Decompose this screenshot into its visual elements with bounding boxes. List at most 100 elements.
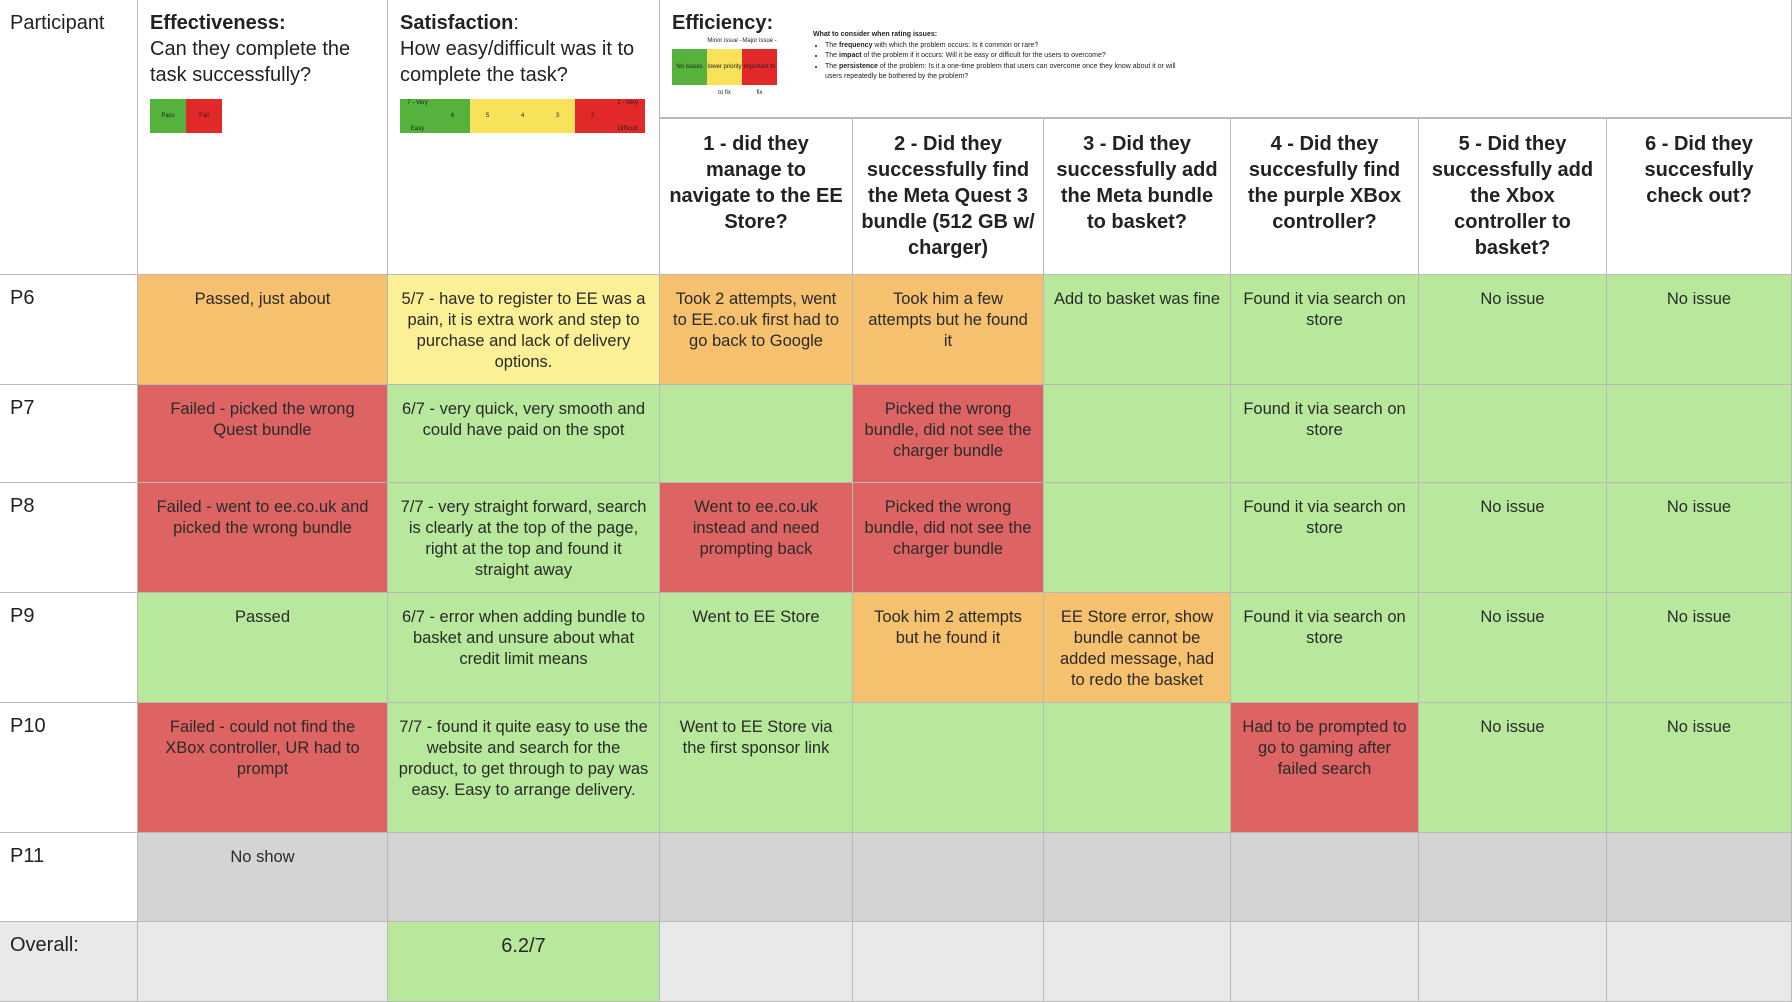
table-cell: [1607, 385, 1792, 483]
table-cell: [1231, 833, 1419, 922]
table-cell: No issue: [1607, 275, 1792, 385]
satisfaction-header: Satisfaction: How easy/difficult was it t…: [388, 0, 660, 275]
question-header-5: 5 - Did they successfully add the Xbox c…: [1419, 118, 1607, 275]
overall-label: Overall:: [0, 922, 138, 1002]
satisfaction-legend-item: 6: [435, 99, 470, 133]
table-cell: [660, 833, 853, 922]
table-cell: [1044, 833, 1231, 922]
overall-cell: [138, 922, 388, 1002]
overall-cell: [853, 922, 1044, 1002]
satisfaction-legend: 7 - Very Easy 6 5 4 3 2 1 - Very Difficult: [400, 99, 645, 133]
table-cell: Passed, just about: [138, 275, 388, 385]
table-cell: [660, 385, 853, 483]
table-cell: [1044, 385, 1231, 483]
table-cell: No issue: [1607, 593, 1792, 703]
table-cell: Went to ee.co.uk instead and need prompt…: [660, 483, 853, 593]
rating-note-keyword: persistence: [839, 62, 878, 70]
table-cell: No issue: [1607, 483, 1792, 593]
table-cell: [1044, 483, 1231, 593]
satisfaction-title: Satisfaction: [400, 12, 514, 34]
table-cell: [1419, 833, 1607, 922]
table-cell: 6/7 - very quick, very smooth and could …: [388, 385, 660, 483]
rating-notes-list: The frequency with which the problem occ…: [813, 41, 1193, 83]
question-header-1: 1 - did they manage to navigate to the E…: [660, 118, 853, 275]
satisfaction-legend-item: 3: [540, 99, 575, 133]
overall-cell: [660, 922, 853, 1002]
effectiveness-header: Effectiveness: Can they complete the task…: [138, 0, 388, 275]
table-cell: No issue: [1419, 703, 1607, 833]
satisfaction-subtitle: How easy/difficult was it to complete th…: [400, 38, 635, 86]
table-cell: [388, 833, 660, 922]
table-cell: Picked the wrong bundle, did not see the…: [853, 483, 1044, 593]
satisfaction-colon: :: [513, 12, 519, 34]
efficiency-legend: No issues Minor issue - lower priority to…: [672, 38, 777, 96]
overall-cell: [1607, 922, 1792, 1002]
table-cell: [1607, 833, 1792, 922]
efficiency-title: Efficiency:: [672, 12, 774, 34]
table-cell: Went to EE Store via the first sponsor l…: [660, 703, 853, 833]
table-cell: [1044, 703, 1231, 833]
table-cell: [853, 833, 1044, 922]
participant-label: P7: [0, 385, 138, 483]
question-header-6: 6 - Did they succesfully check out?: [1607, 118, 1792, 275]
satisfaction-legend-item: 1 - Very Difficult: [610, 99, 645, 133]
legend-pass: Pass: [150, 99, 186, 133]
efficiency-legend-item: Minor issue - lower priority to fix: [707, 38, 742, 96]
participant-label: P11: [0, 833, 138, 922]
rating-note: The persistence of the problem: Is it a …: [825, 62, 1193, 83]
satisfaction-legend-item: 4: [505, 99, 540, 133]
participant-label: P9: [0, 593, 138, 703]
table-cell: [853, 703, 1044, 833]
overall-cell: [1044, 922, 1231, 1002]
table-cell: Failed - could not find the XBox control…: [138, 703, 388, 833]
table-cell: Found it via search on store: [1231, 593, 1419, 703]
efficiency-legend-item: Major issue - important to fix: [742, 38, 777, 96]
rating-note-keyword: impact: [839, 52, 862, 59]
effectiveness-title: Effectiveness:: [150, 12, 286, 34]
participant-label: P8: [0, 483, 138, 593]
table-cell: Had to be prompted to go to gaming after…: [1231, 703, 1419, 833]
satisfaction-title-line: Satisfaction:: [400, 10, 647, 36]
question-header-4: 4 - Did they succesfully find the purple…: [1231, 118, 1419, 275]
table-cell: 7/7 - very straight forward, search is c…: [388, 483, 660, 593]
table-cell: Add to basket was fine: [1044, 275, 1231, 385]
rating-note: The frequency with which the problem occ…: [825, 41, 1193, 52]
table-cell: Found it via search on store: [1231, 385, 1419, 483]
overall-cell: [1419, 922, 1607, 1002]
table-cell: No issue: [1419, 593, 1607, 703]
participant-header: Participant: [0, 0, 138, 275]
rating-note-keyword: frequency: [839, 41, 873, 49]
table-cell: Went to EE Store: [660, 593, 853, 703]
satisfaction-legend-item: 5: [470, 99, 505, 133]
satisfaction-legend-item: 7 - Very Easy: [400, 99, 435, 133]
efficiency-legend-item: No issues: [672, 49, 707, 85]
rating-notes: What to consider when rating issues: The …: [813, 30, 1193, 83]
table-cell: No issue: [1419, 483, 1607, 593]
table-cell: No show: [138, 833, 388, 922]
table-cell: No issue: [1419, 275, 1607, 385]
table-cell: Found it via search on store: [1231, 275, 1419, 385]
participant-label: P10: [0, 703, 138, 833]
overall-cell: [1231, 922, 1419, 1002]
effectiveness-subtitle: Can they complete the task successfully?: [150, 38, 351, 86]
table-cell: No issue: [1607, 703, 1792, 833]
table-cell: Failed - picked the wrong Quest bundle: [138, 385, 388, 483]
table-cell: 6/7 - error when adding bundle to basket…: [388, 593, 660, 703]
rating-note: The impact of the problem if it occurs: …: [825, 51, 1193, 62]
efficiency-header: Efficiency: No issues Minor issue - lower …: [660, 0, 1792, 118]
table-cell: Took 2 attempts, went to EE.co.uk first …: [660, 275, 853, 385]
table-cell: [1419, 385, 1607, 483]
table-cell: Failed - went to ee.co.uk and picked the…: [138, 483, 388, 593]
question-header-3: 3 - Did they successfully add the Meta b…: [1044, 118, 1231, 275]
table-cell: Found it via search on store: [1231, 483, 1419, 593]
legend-fail: Fail: [186, 99, 222, 133]
participant-label: P6: [0, 275, 138, 385]
table-cell: Picked the wrong bundle, did not see the…: [853, 385, 1044, 483]
overall-satisfaction: 6.2/7: [388, 922, 660, 1002]
table-cell: 7/7 - found it quite easy to use the web…: [388, 703, 660, 833]
rating-notes-title: What to consider when rating issues:: [813, 31, 938, 38]
table-cell: EE Store error, show bundle cannot be ad…: [1044, 593, 1231, 703]
satisfaction-legend-item: 2: [575, 99, 610, 133]
table-cell: Took him a few attempts but he found it: [853, 275, 1044, 385]
